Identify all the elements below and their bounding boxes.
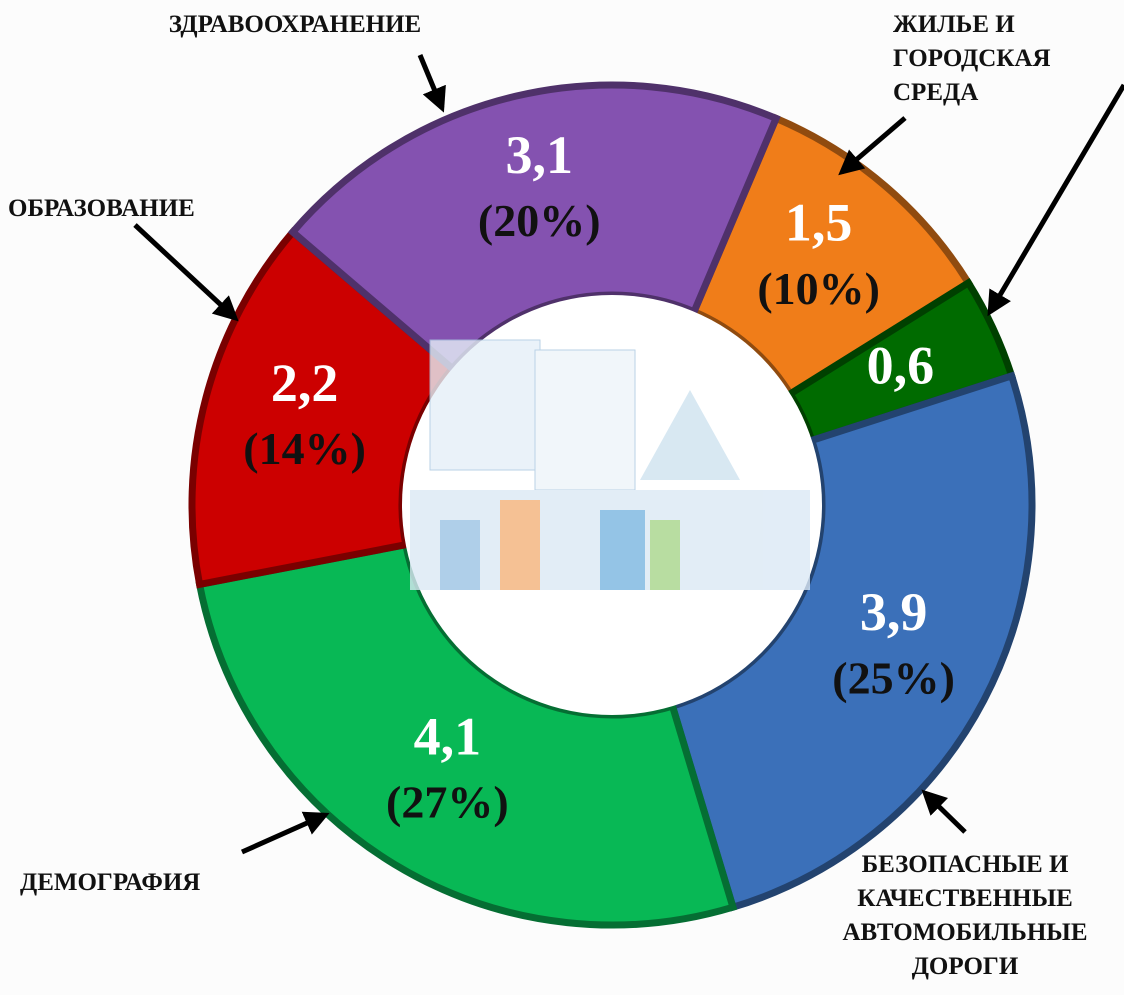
value-label: 2,2	[271, 353, 339, 413]
percent-label: (27%)	[386, 777, 509, 828]
center-illustration	[410, 339, 810, 590]
value-label: 3,9	[860, 582, 928, 642]
percent-label: (25%)	[832, 652, 955, 703]
category-label: ЖИЛЬЕ И ГОРОДСКАЯ СРЕДА	[893, 11, 1051, 106]
value-label: 1,5	[785, 193, 853, 253]
category-label: БЕЗОПАСНЫЕ И КАЧЕСТВЕННЫЕ АВТОМОБИЛЬНЫЕ …	[842, 851, 1088, 980]
category-label: ОБРАЗОВАНИЕ	[8, 195, 195, 222]
percent-label: (20%)	[478, 195, 601, 246]
percent-label: (14%)	[243, 423, 366, 474]
value-label: 4,1	[414, 706, 482, 766]
arrows	[133, 54, 1124, 855]
value-label: 3,1	[505, 125, 573, 185]
category-label: ЗДРАВООХРАНЕНИЕ	[168, 11, 422, 38]
donut-segment	[287, 81, 781, 374]
percent-label: (10%)	[757, 263, 880, 314]
category-label: ДЕМОГРАФИЯ	[20, 869, 201, 896]
value-label: 0,6	[867, 335, 935, 395]
